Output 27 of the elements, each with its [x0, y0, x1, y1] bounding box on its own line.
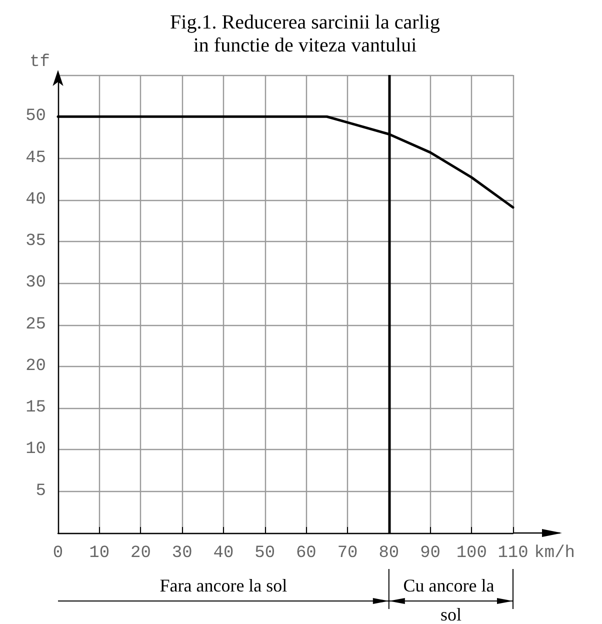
- chart-title: Fig.1. Reducerea sarcinii la carlig in functie de viteza vantului: [170, 12, 440, 56]
- y-tick-label: 30: [26, 274, 46, 293]
- y-axis-title: tf: [30, 53, 50, 72]
- x-tick-label: 50: [254, 544, 276, 563]
- x-tick-label: 20: [130, 544, 151, 563]
- x-axis-title: km/h: [534, 544, 576, 563]
- x-tick-label: 80: [378, 544, 400, 563]
- x-tick-label: 30: [172, 544, 192, 563]
- x-tick-label: 110: [498, 544, 528, 563]
- y-tick-label: 20: [26, 356, 46, 376]
- x-tick-label: 40: [213, 544, 234, 563]
- x-tick-label: 0: [52, 544, 64, 563]
- x-tick-label: 100: [456, 544, 487, 563]
- y-tick-label: 15: [26, 398, 46, 418]
- y-tick-label: 5: [36, 482, 46, 501]
- text: Fara ancore la sol: [160, 576, 288, 596]
- y-tick-label: 50: [26, 107, 46, 126]
- y-tick-label: 10: [26, 440, 46, 460]
- text: Cu ancore la sol: [403, 576, 499, 624]
- x-tick-label: 60: [296, 544, 316, 563]
- x-tick-label: 70: [337, 544, 358, 563]
- y-tick-label: 45: [26, 148, 46, 168]
- y-tick-label: 35: [26, 232, 46, 252]
- y-tick-label: 25: [26, 315, 46, 334]
- y-tick-label: 40: [26, 190, 46, 210]
- x-tick-label: 10: [89, 544, 110, 563]
- x-tick-label: 90: [420, 544, 440, 563]
